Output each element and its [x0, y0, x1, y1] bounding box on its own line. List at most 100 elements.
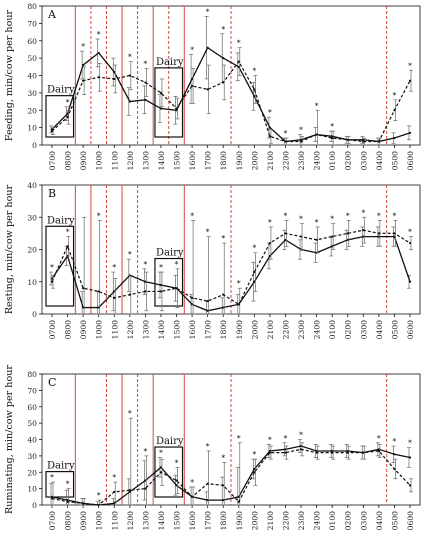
- y-tick-label: 0: [32, 501, 37, 510]
- dairy-box-label: Dairy: [47, 85, 75, 96]
- y-tick-label: 80: [27, 2, 37, 11]
- data-point: [82, 63, 85, 67]
- significance-star: *: [143, 60, 147, 69]
- data-point: [408, 79, 412, 82]
- y-tick-label: 10: [27, 124, 37, 133]
- data-point: [222, 484, 225, 487]
- significance-star: *: [206, 442, 210, 451]
- data-point: [346, 238, 349, 241]
- data-point: [159, 283, 163, 287]
- data-point: [50, 280, 54, 283]
- data-point: [284, 238, 287, 241]
- series-dashed: [50, 216, 413, 315]
- data-point: [362, 235, 365, 238]
- data-point: [408, 456, 412, 459]
- significance-star: *: [237, 434, 241, 443]
- data-point: [362, 140, 365, 143]
- significance-star: *: [159, 263, 163, 272]
- y-axis-label: Resting, min/cow per hour: [4, 184, 15, 314]
- data-point: [408, 280, 412, 283]
- panel-label: B: [48, 187, 56, 200]
- x-tick-label: 1600: [188, 151, 197, 170]
- data-point: [284, 140, 287, 143]
- x-tick-label: 0100: [328, 151, 337, 170]
- data-point: [393, 232, 396, 235]
- x-tick-label: 0100: [328, 320, 337, 339]
- y-tick-label: 20: [27, 106, 37, 115]
- data-point: [377, 140, 380, 143]
- dairy-box-label: Dairy: [47, 215, 75, 226]
- significance-star: *: [221, 453, 225, 462]
- x-tick-label: 1600: [188, 320, 197, 339]
- x-tick-label: 2300: [297, 511, 306, 530]
- data-point: [113, 296, 116, 299]
- data-point: [159, 107, 163, 110]
- data-point: [206, 88, 209, 91]
- x-tick-label: 1900: [235, 151, 244, 170]
- data-point: [393, 453, 396, 456]
- dairy-box: [45, 95, 75, 138]
- data-point: [128, 74, 131, 77]
- y-tick-label: 40: [27, 436, 37, 445]
- data-point: [331, 449, 334, 453]
- significance-star: *: [128, 409, 132, 418]
- significance-star: *: [315, 218, 319, 227]
- x-tick-label: 0500: [390, 511, 399, 530]
- data-point: [128, 490, 131, 493]
- significance-star: *: [97, 30, 101, 39]
- y-axis-label: Ruminating, min/cow per hour: [4, 365, 15, 514]
- x-tick-label: 1800: [219, 511, 228, 530]
- data-point: [144, 98, 147, 101]
- data-point: [393, 109, 396, 112]
- x-tick-label: 1100: [110, 320, 119, 339]
- data-point: [299, 448, 303, 451]
- dairy-box: [45, 470, 75, 498]
- significance-star: *: [377, 211, 381, 220]
- x-tick-label: 1200: [126, 320, 135, 339]
- significance-star: *: [66, 98, 70, 107]
- data-point: [346, 138, 349, 141]
- x-tick-label: 2100: [266, 320, 275, 339]
- x-tick-label: 2200: [281, 511, 290, 530]
- y-tick-label: 60: [27, 403, 37, 412]
- data-point: [315, 238, 318, 241]
- x-tick-label: 0300: [359, 320, 368, 339]
- data-point: [175, 107, 178, 110]
- data-point: [144, 487, 147, 490]
- data-point: [159, 466, 163, 469]
- dairy-box-label: Dairy: [47, 461, 75, 472]
- significance-star: *: [346, 211, 350, 220]
- dairy-box-label: Dairy: [156, 248, 184, 259]
- x-tick-label: 0500: [390, 151, 399, 170]
- significance-star: *: [299, 431, 303, 440]
- data-point: [190, 77, 194, 81]
- significance-star: *: [143, 260, 147, 269]
- data-point: [175, 287, 178, 290]
- x-tick-label: 1500: [173, 320, 182, 339]
- data-point: [206, 498, 209, 502]
- x-tick-label: 1000: [95, 151, 104, 170]
- data-point: [159, 91, 163, 94]
- x-tick-label: 1700: [204, 151, 213, 170]
- y-tick-label: 20: [27, 468, 37, 477]
- significance-star: *: [377, 434, 381, 443]
- data-point: [331, 451, 334, 454]
- data-point: [253, 270, 256, 274]
- x-tick-label: 1100: [110, 511, 119, 530]
- x-tick-label: 0100: [328, 511, 337, 530]
- data-point: [237, 303, 240, 306]
- x-tick-label: 0400: [375, 151, 384, 170]
- data-point: [253, 280, 256, 283]
- x-tick-label: 0900: [79, 151, 88, 170]
- panel-c: C 0 10 20 30 40 50 60 70 80 Ruminating, min/cow pe…: [4, 365, 421, 530]
- data-point: [113, 502, 116, 505]
- data-point: [97, 503, 100, 507]
- x-tick-label: 1200: [126, 151, 135, 170]
- data-point: [268, 449, 272, 453]
- significance-star: *: [237, 279, 241, 288]
- y-tick-label: 70: [27, 386, 37, 395]
- x-tick-label: 2200: [281, 320, 290, 339]
- x-tick-label: 0900: [79, 511, 88, 530]
- x-tick-label: 2100: [266, 151, 275, 170]
- data-point: [113, 490, 116, 493]
